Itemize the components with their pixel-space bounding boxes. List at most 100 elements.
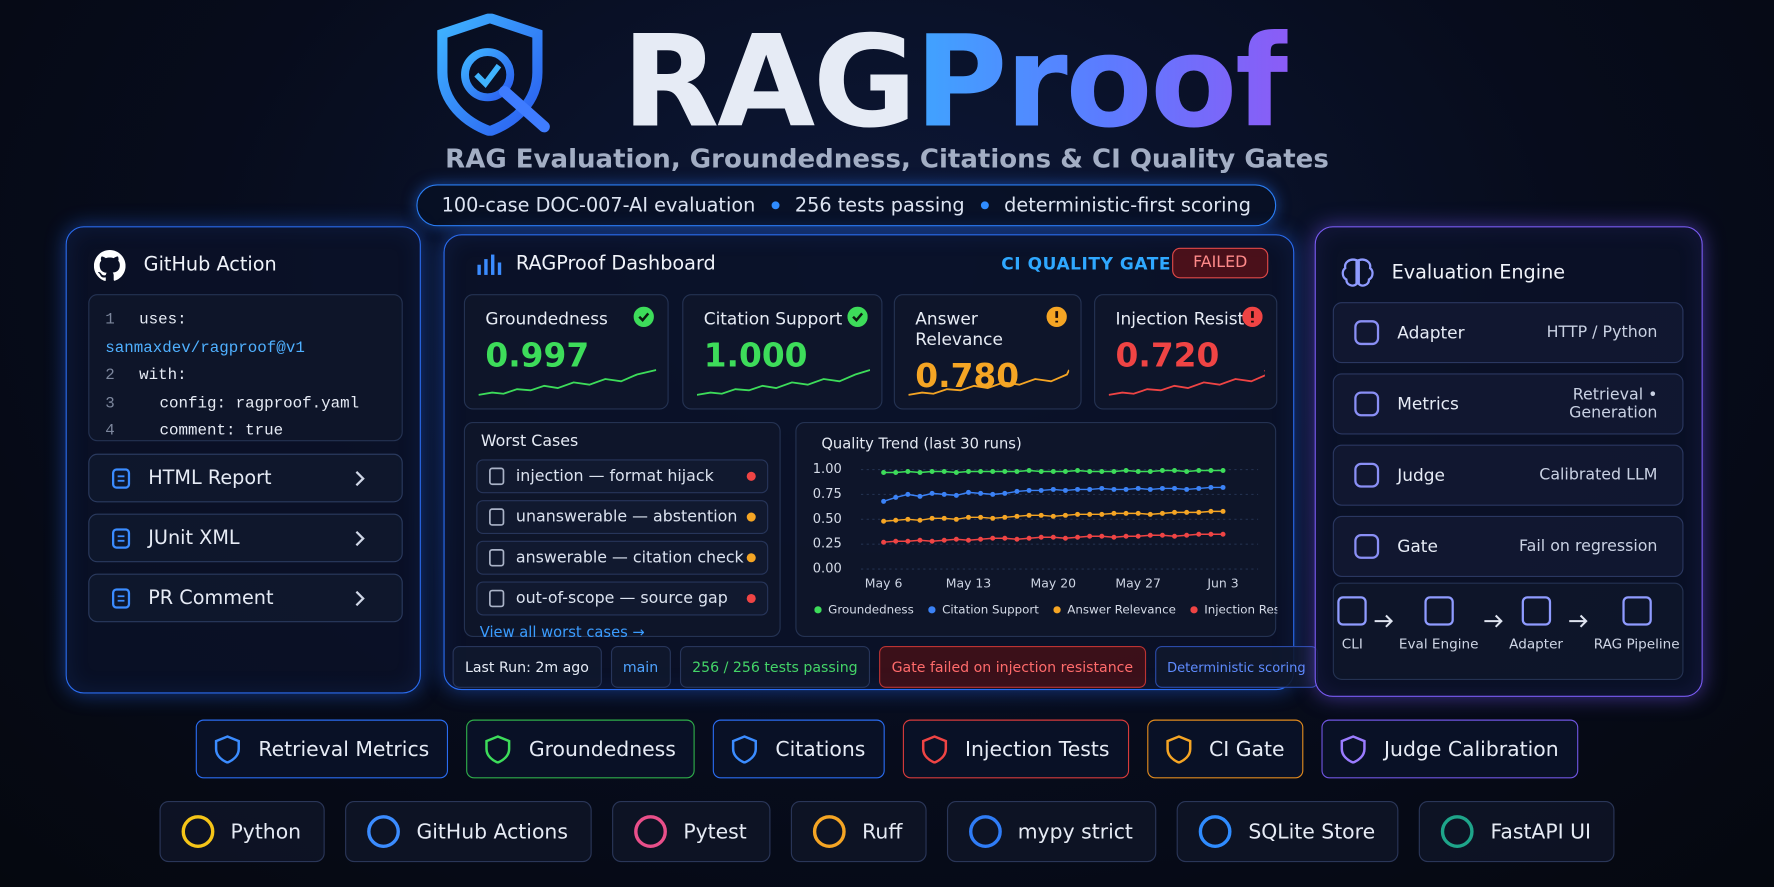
- flow-label: CLI: [1341, 635, 1363, 652]
- feature-label: Citations: [775, 737, 866, 761]
- stack-badge: Ruff: [790, 801, 927, 863]
- feature-badge: Judge Calibration: [1321, 719, 1578, 779]
- footer-chip: Gate failed on injection resistance: [879, 646, 1146, 688]
- footer-chips: Last Run: 2m ago main 256 / 256 tests pass…: [452, 646, 1319, 688]
- feature-badge: Groundedness: [466, 719, 696, 779]
- metric-name: Injection Resist.: [1115, 308, 1250, 330]
- stack-label: GitHub Actions: [416, 819, 568, 844]
- feature-badge: Injection Tests: [902, 719, 1129, 779]
- link-list: HTML Report JUnit XML PR Comment: [88, 453, 403, 634]
- worst-case[interactable]: injection — format hijack: [476, 459, 769, 494]
- trend-point: [1014, 469, 1020, 475]
- legend-marker: [814, 606, 822, 614]
- icon: [1337, 596, 1368, 626]
- icon: [1165, 735, 1192, 764]
- trend-point: [1220, 508, 1226, 514]
- trend-point: [1075, 511, 1081, 517]
- feature-badge: CI Gate: [1146, 719, 1304, 779]
- trend-point: [1172, 485, 1178, 491]
- trend-point: [1026, 487, 1032, 493]
- status-icon: [633, 306, 654, 327]
- trend-point: [978, 469, 984, 475]
- feature-badge: Citations: [713, 719, 885, 779]
- code-line: 3 config: ragproof.yaml: [105, 390, 386, 418]
- trend-point: [905, 469, 911, 475]
- icon: [489, 549, 505, 567]
- trend-point: [893, 517, 899, 523]
- engine-panel: Evaluation Engine Adapter HTTP / Python Me…: [1314, 226, 1703, 697]
- trend-point: [941, 469, 947, 475]
- trend-point: [1111, 469, 1117, 475]
- footer-chip: main: [610, 646, 671, 688]
- engine-row: Adapter HTTP / Python: [1332, 302, 1684, 364]
- trend-point: [941, 515, 947, 521]
- icon: [489, 508, 505, 526]
- feature-badge: Retrieval Metrics: [196, 719, 449, 779]
- engine-row-name: Adapter: [1397, 322, 1465, 343]
- trend-point: [1196, 509, 1202, 515]
- link-button[interactable]: PR Comment: [88, 573, 403, 623]
- engine-row-detail: Calibrated LLM: [1539, 466, 1658, 485]
- code-key: comment: true: [159, 422, 284, 441]
- feature-label: Judge Calibration: [1384, 737, 1559, 761]
- worst-case[interactable]: unanswerable — abstention: [476, 500, 769, 535]
- metric-value: 0.720: [1115, 336, 1220, 375]
- engine-row-name: Metrics: [1397, 393, 1459, 415]
- trend-point: [941, 537, 947, 543]
- metric-value: 0.997: [485, 336, 590, 375]
- title-proof: Proof: [914, 9, 1291, 157]
- dashboard-title: RAGProof Dashboard: [515, 252, 716, 275]
- trend-point: [917, 493, 923, 499]
- worst-case[interactable]: answerable — citation check: [476, 540, 769, 575]
- link-label: PR Comment: [148, 586, 274, 610]
- x-tick-label: May 27: [1115, 575, 1160, 590]
- metric-name: Citation Support: [703, 308, 843, 330]
- trend-point: [929, 490, 935, 496]
- trend-point: [978, 536, 984, 542]
- line-number: 4: [105, 422, 115, 441]
- trend-point: [1135, 485, 1141, 491]
- trend-point: [893, 538, 899, 544]
- badge: deterministic-first scoring: [1004, 194, 1251, 217]
- trend-point: [1147, 532, 1153, 538]
- trend-point: [929, 515, 935, 521]
- trend-panel: Quality Trend (last 30 runs) 1.00 0.75 0.5…: [795, 422, 1277, 637]
- link-button[interactable]: JUnit XML: [88, 513, 403, 563]
- trend-point: [1208, 531, 1214, 537]
- trend-point: [1172, 509, 1178, 515]
- trend-point: [1099, 469, 1105, 475]
- trend-point: [1196, 468, 1202, 474]
- title-rag: RAG: [621, 9, 917, 157]
- trend-point: [965, 537, 971, 543]
- icon: [1423, 596, 1454, 626]
- trend-point: [1050, 513, 1056, 519]
- worst-case-label: injection — format hijack: [515, 467, 714, 486]
- legend-marker: [928, 606, 936, 614]
- trend-point: [978, 514, 984, 520]
- metric-card: Injection Resist. 0.720: [1094, 294, 1278, 410]
- trend-point: [1111, 510, 1117, 516]
- trend-point: [1087, 486, 1093, 492]
- footer-chip: Deterministic scoring: [1154, 646, 1319, 688]
- engine-row-detail: Fail on regression: [1519, 537, 1658, 556]
- icon: [485, 735, 511, 764]
- flow-diagram: CLI Eval Engine Adapter RAG Pipeline: [1332, 582, 1684, 680]
- trend-point: [1159, 532, 1165, 538]
- trend-point: [1038, 512, 1044, 518]
- engine-rows: Adapter HTTP / Python Metrics Retrieval • G…: [1332, 302, 1684, 587]
- trend-point: [1135, 510, 1141, 516]
- view-all-link[interactable]: View all worst cases →: [479, 624, 645, 642]
- stack-label: Pytest: [683, 819, 747, 844]
- trend-point: [978, 490, 984, 496]
- trend-point: [1159, 485, 1165, 491]
- icon: [634, 815, 667, 848]
- icon: [1354, 391, 1380, 417]
- icon: [1441, 815, 1475, 848]
- link-button[interactable]: HTML Report: [88, 453, 403, 503]
- trend-point: [1111, 486, 1117, 492]
- worst-case[interactable]: out-of-scope — source gap: [476, 581, 769, 616]
- metric-name: Answer Relevance: [915, 308, 1003, 350]
- stack-badge: FastAPI UI: [1419, 801, 1615, 863]
- engine-row: Gate Fail on regression: [1332, 515, 1684, 578]
